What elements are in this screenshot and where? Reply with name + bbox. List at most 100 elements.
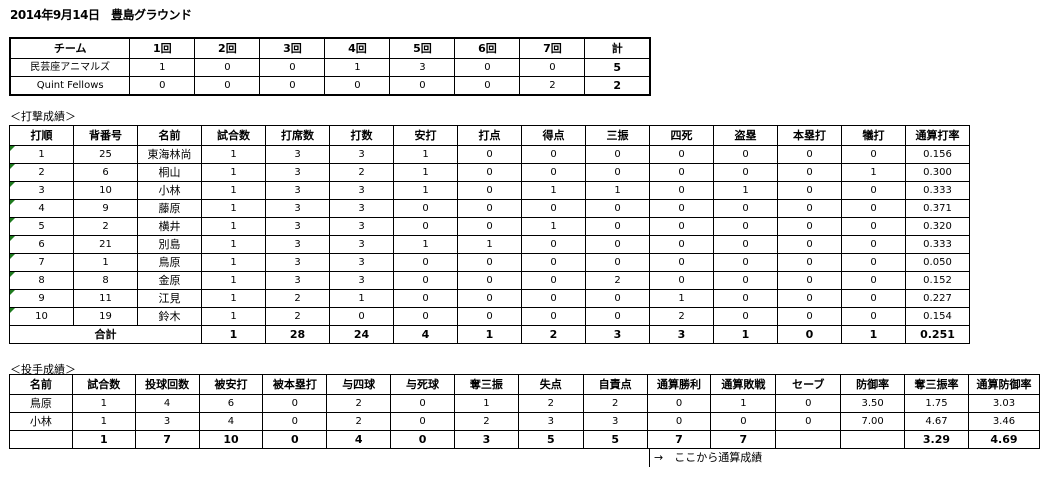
stat-cell[interactable]: 9 — [73, 199, 138, 218]
stat-cell[interactable]: 10 — [73, 181, 138, 200]
column-header[interactable]: セーブ — [775, 374, 842, 395]
column-header[interactable]: 打数 — [329, 125, 394, 146]
total-label[interactable]: 合計 — [9, 325, 202, 344]
stat-cell[interactable]: 0 — [262, 394, 328, 413]
stat-cell[interactable]: 0 — [841, 217, 906, 236]
stat-cell[interactable]: 桐山 — [137, 163, 202, 182]
total-cell[interactable]: 1 — [841, 325, 906, 344]
stat-cell[interactable]: 3 — [265, 181, 330, 200]
stat-cell[interactable]: 0 — [393, 253, 458, 272]
score-cell[interactable]: 0 — [259, 58, 326, 77]
stat-cell[interactable]: 3 — [265, 271, 330, 290]
stat-cell[interactable]: 横井 — [137, 217, 202, 236]
stat-cell[interactable]: 0 — [390, 412, 455, 431]
stat-cell[interactable]: 0.152 — [905, 271, 970, 290]
stat-cell[interactable]: 2 — [326, 394, 392, 413]
stat-cell[interactable]: 0 — [841, 289, 906, 308]
column-header[interactable]: 名前 — [137, 125, 202, 146]
total-cell[interactable]: 3 — [453, 430, 519, 449]
score-cell[interactable]: 2 — [584, 76, 651, 96]
stat-cell[interactable]: 1 — [713, 181, 778, 200]
score-cell[interactable]: 1 — [324, 58, 391, 77]
column-header[interactable]: 自責点 — [582, 374, 648, 395]
stat-cell[interactable]: 0 — [457, 163, 522, 182]
stat-cell[interactable]: 0 — [713, 253, 778, 272]
stat-cell[interactable]: 0 — [457, 253, 522, 272]
column-header[interactable]: 2回 — [194, 37, 261, 59]
stat-cell[interactable]: 0 — [777, 253, 842, 272]
stat-cell[interactable]: 0 — [585, 199, 650, 218]
stat-cell[interactable]: 金原 — [137, 271, 202, 290]
stat-cell[interactable]: 9 — [9, 289, 74, 308]
stat-cell[interactable]: 0 — [713, 289, 778, 308]
stat-cell[interactable]: 0 — [777, 181, 842, 200]
stat-cell[interactable]: 0 — [585, 217, 650, 236]
stat-cell[interactable]: 3.46 — [967, 412, 1041, 431]
stat-cell[interactable]: 0 — [521, 271, 586, 290]
stat-cell[interactable]: 0 — [262, 412, 328, 431]
stat-cell[interactable]: 藤原 — [137, 199, 202, 218]
stat-cell[interactable]: 1 — [201, 217, 266, 236]
column-header[interactable]: 背番号 — [73, 125, 138, 146]
stat-cell[interactable]: 0 — [393, 289, 458, 308]
stat-cell[interactable]: 1 — [201, 145, 266, 164]
total-cell[interactable]: 7 — [710, 430, 777, 449]
total-cell[interactable] — [9, 430, 73, 449]
column-header[interactable]: 被本塁打 — [262, 374, 328, 395]
column-header[interactable]: 3回 — [259, 37, 326, 59]
stat-cell[interactable]: 3.50 — [840, 394, 906, 413]
stat-cell[interactable]: 0 — [649, 235, 714, 254]
stat-cell[interactable]: 1 — [457, 235, 522, 254]
column-header[interactable]: 被安打 — [198, 374, 264, 395]
stat-cell[interactable]: 0 — [777, 271, 842, 290]
stat-cell[interactable]: 3 — [517, 412, 584, 431]
column-header[interactable]: 奪三振率 — [904, 374, 969, 395]
stat-cell[interactable]: 0 — [841, 235, 906, 254]
stat-cell[interactable]: 4.67 — [904, 412, 969, 431]
stat-cell[interactable]: 6 — [73, 163, 138, 182]
total-cell[interactable]: 3 — [649, 325, 714, 344]
stat-cell[interactable]: 0 — [649, 145, 714, 164]
stat-cell[interactable]: 3 — [329, 145, 394, 164]
stat-cell[interactable]: 2 — [73, 217, 138, 236]
stat-cell[interactable]: 0 — [393, 199, 458, 218]
stat-cell[interactable]: 0 — [457, 181, 522, 200]
column-header[interactable]: 通算勝利 — [646, 374, 712, 395]
column-header[interactable]: 犠打 — [841, 125, 906, 146]
column-header[interactable]: 6回 — [454, 37, 521, 59]
score-cell[interactable]: 0 — [389, 76, 456, 96]
stat-cell[interactable]: 3 — [9, 181, 74, 200]
stat-cell[interactable]: 1 — [393, 235, 458, 254]
total-cell[interactable]: 5 — [517, 430, 584, 449]
stat-cell[interactable]: 2 — [585, 271, 650, 290]
stat-cell[interactable]: 0.371 — [905, 199, 970, 218]
stat-cell[interactable]: 0 — [457, 307, 522, 326]
stat-cell[interactable]: 0 — [841, 253, 906, 272]
stat-cell[interactable]: 0 — [713, 307, 778, 326]
stat-cell[interactable]: 1 — [393, 163, 458, 182]
column-header[interactable]: 4回 — [324, 37, 391, 59]
stat-cell[interactable]: 0 — [521, 163, 586, 182]
score-cell[interactable]: 0 — [454, 76, 521, 96]
stat-cell[interactable]: 1 — [201, 181, 266, 200]
stat-cell[interactable]: 0 — [841, 145, 906, 164]
total-cell[interactable]: 7 — [646, 430, 712, 449]
stat-cell[interactable]: 0 — [585, 253, 650, 272]
stat-cell[interactable]: 1 — [201, 163, 266, 182]
stat-cell[interactable]: 7 — [9, 253, 74, 272]
stat-cell[interactable]: 0 — [521, 289, 586, 308]
column-header[interactable]: 本塁打 — [777, 125, 842, 146]
column-header[interactable]: 与死球 — [390, 374, 455, 395]
stat-cell[interactable]: 0 — [649, 253, 714, 272]
score-cell[interactable]: 0 — [324, 76, 391, 96]
stat-cell[interactable]: 1 — [201, 199, 266, 218]
column-header[interactable]: 打点 — [457, 125, 522, 146]
stat-cell[interactable]: 0 — [775, 412, 842, 431]
team-name-cell[interactable]: Quint Fellows — [9, 76, 131, 96]
column-header[interactable]: 盗塁 — [713, 125, 778, 146]
stat-cell[interactable]: 1 — [453, 394, 519, 413]
stat-cell[interactable]: 3 — [329, 271, 394, 290]
stat-cell[interactable]: 0.300 — [905, 163, 970, 182]
total-cell[interactable]: 0 — [262, 430, 328, 449]
stat-cell[interactable]: 0 — [521, 199, 586, 218]
